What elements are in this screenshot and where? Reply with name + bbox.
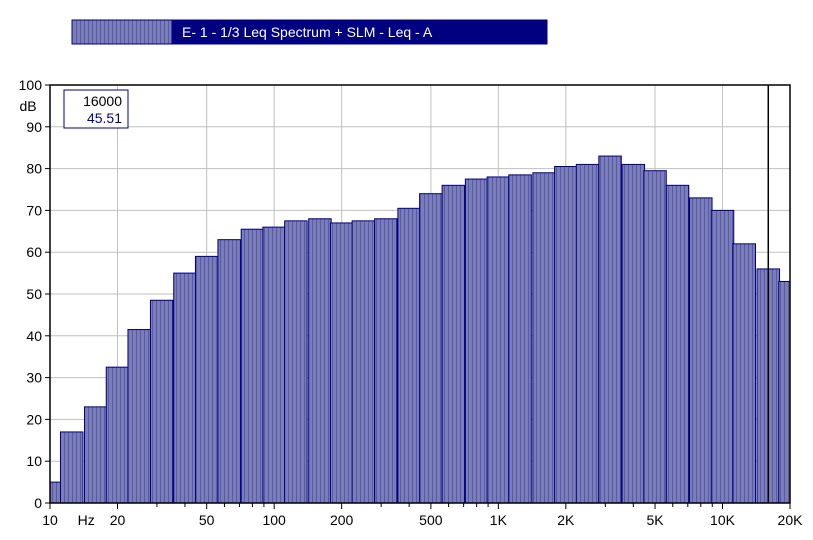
x-tick-label: 500 [419, 512, 443, 528]
legend-swatch [72, 20, 172, 44]
y-tick-label: 80 [26, 161, 42, 177]
chart-stage: 0102030405060708090100dB1020501002005001… [0, 0, 813, 540]
bar [195, 256, 217, 503]
bar [128, 330, 150, 503]
bar [487, 177, 509, 503]
chart-svg: 0102030405060708090100dB1020501002005001… [0, 0, 813, 540]
y-tick-label: 100 [19, 77, 43, 93]
y-axis-label: dB [19, 98, 36, 114]
y-tick-label: 40 [26, 328, 42, 344]
bar [218, 240, 240, 503]
y-tick-label: 10 [26, 453, 42, 469]
x-tick-label: 20K [778, 512, 804, 528]
bar [690, 198, 712, 503]
bar [85, 407, 107, 503]
x-tick-label: 20 [110, 512, 126, 528]
legend: E- 1 - 1/3 Leq Spectrum + SLM - Leq - A [72, 20, 547, 44]
bar [420, 194, 442, 503]
bar [533, 173, 555, 503]
y-tick-label: 0 [34, 495, 42, 511]
readout-freq: 16000 [83, 93, 122, 109]
bar [465, 179, 487, 503]
bar [263, 227, 285, 503]
y-tick-label: 60 [26, 244, 42, 260]
bar [106, 367, 128, 503]
x-tick-label: 50 [199, 512, 215, 528]
bar [442, 185, 464, 503]
bar [285, 221, 307, 503]
x-tick-label: 200 [330, 512, 354, 528]
y-tick-label: 70 [26, 202, 42, 218]
bar [352, 221, 374, 503]
readout-box: 1600045.51 [64, 90, 128, 128]
y-tick-label: 90 [26, 119, 42, 135]
x-tick-label: 100 [262, 512, 286, 528]
bar [779, 281, 790, 503]
readout-value: 45.51 [87, 110, 122, 126]
bar [576, 164, 598, 503]
bar [622, 164, 644, 503]
legend-label: E- 1 - 1/3 Leq Spectrum + SLM - Leq - A [182, 24, 433, 40]
bar [150, 300, 172, 503]
bar [309, 219, 331, 503]
y-tick-label: 30 [26, 370, 42, 386]
x-tick-label: 10 [42, 512, 58, 528]
bar [555, 167, 577, 503]
bar [375, 219, 397, 503]
x-tick-label: 10K [710, 512, 736, 528]
bar [666, 185, 688, 503]
bar [509, 175, 531, 503]
bar [50, 482, 61, 503]
bar [330, 223, 352, 503]
bar [599, 156, 621, 503]
y-tick-label: 50 [26, 286, 42, 302]
bar [644, 171, 666, 503]
bar [241, 229, 263, 503]
bar [711, 210, 733, 503]
x-tick-label: 2K [557, 512, 575, 528]
bar [174, 273, 196, 503]
y-tick-label: 20 [26, 411, 42, 427]
bar [733, 244, 755, 503]
x-axis-label: Hz [78, 512, 95, 528]
x-tick-label: 5K [646, 512, 664, 528]
bar [398, 208, 420, 503]
bar [60, 432, 82, 503]
x-tick-label: 1K [490, 512, 508, 528]
